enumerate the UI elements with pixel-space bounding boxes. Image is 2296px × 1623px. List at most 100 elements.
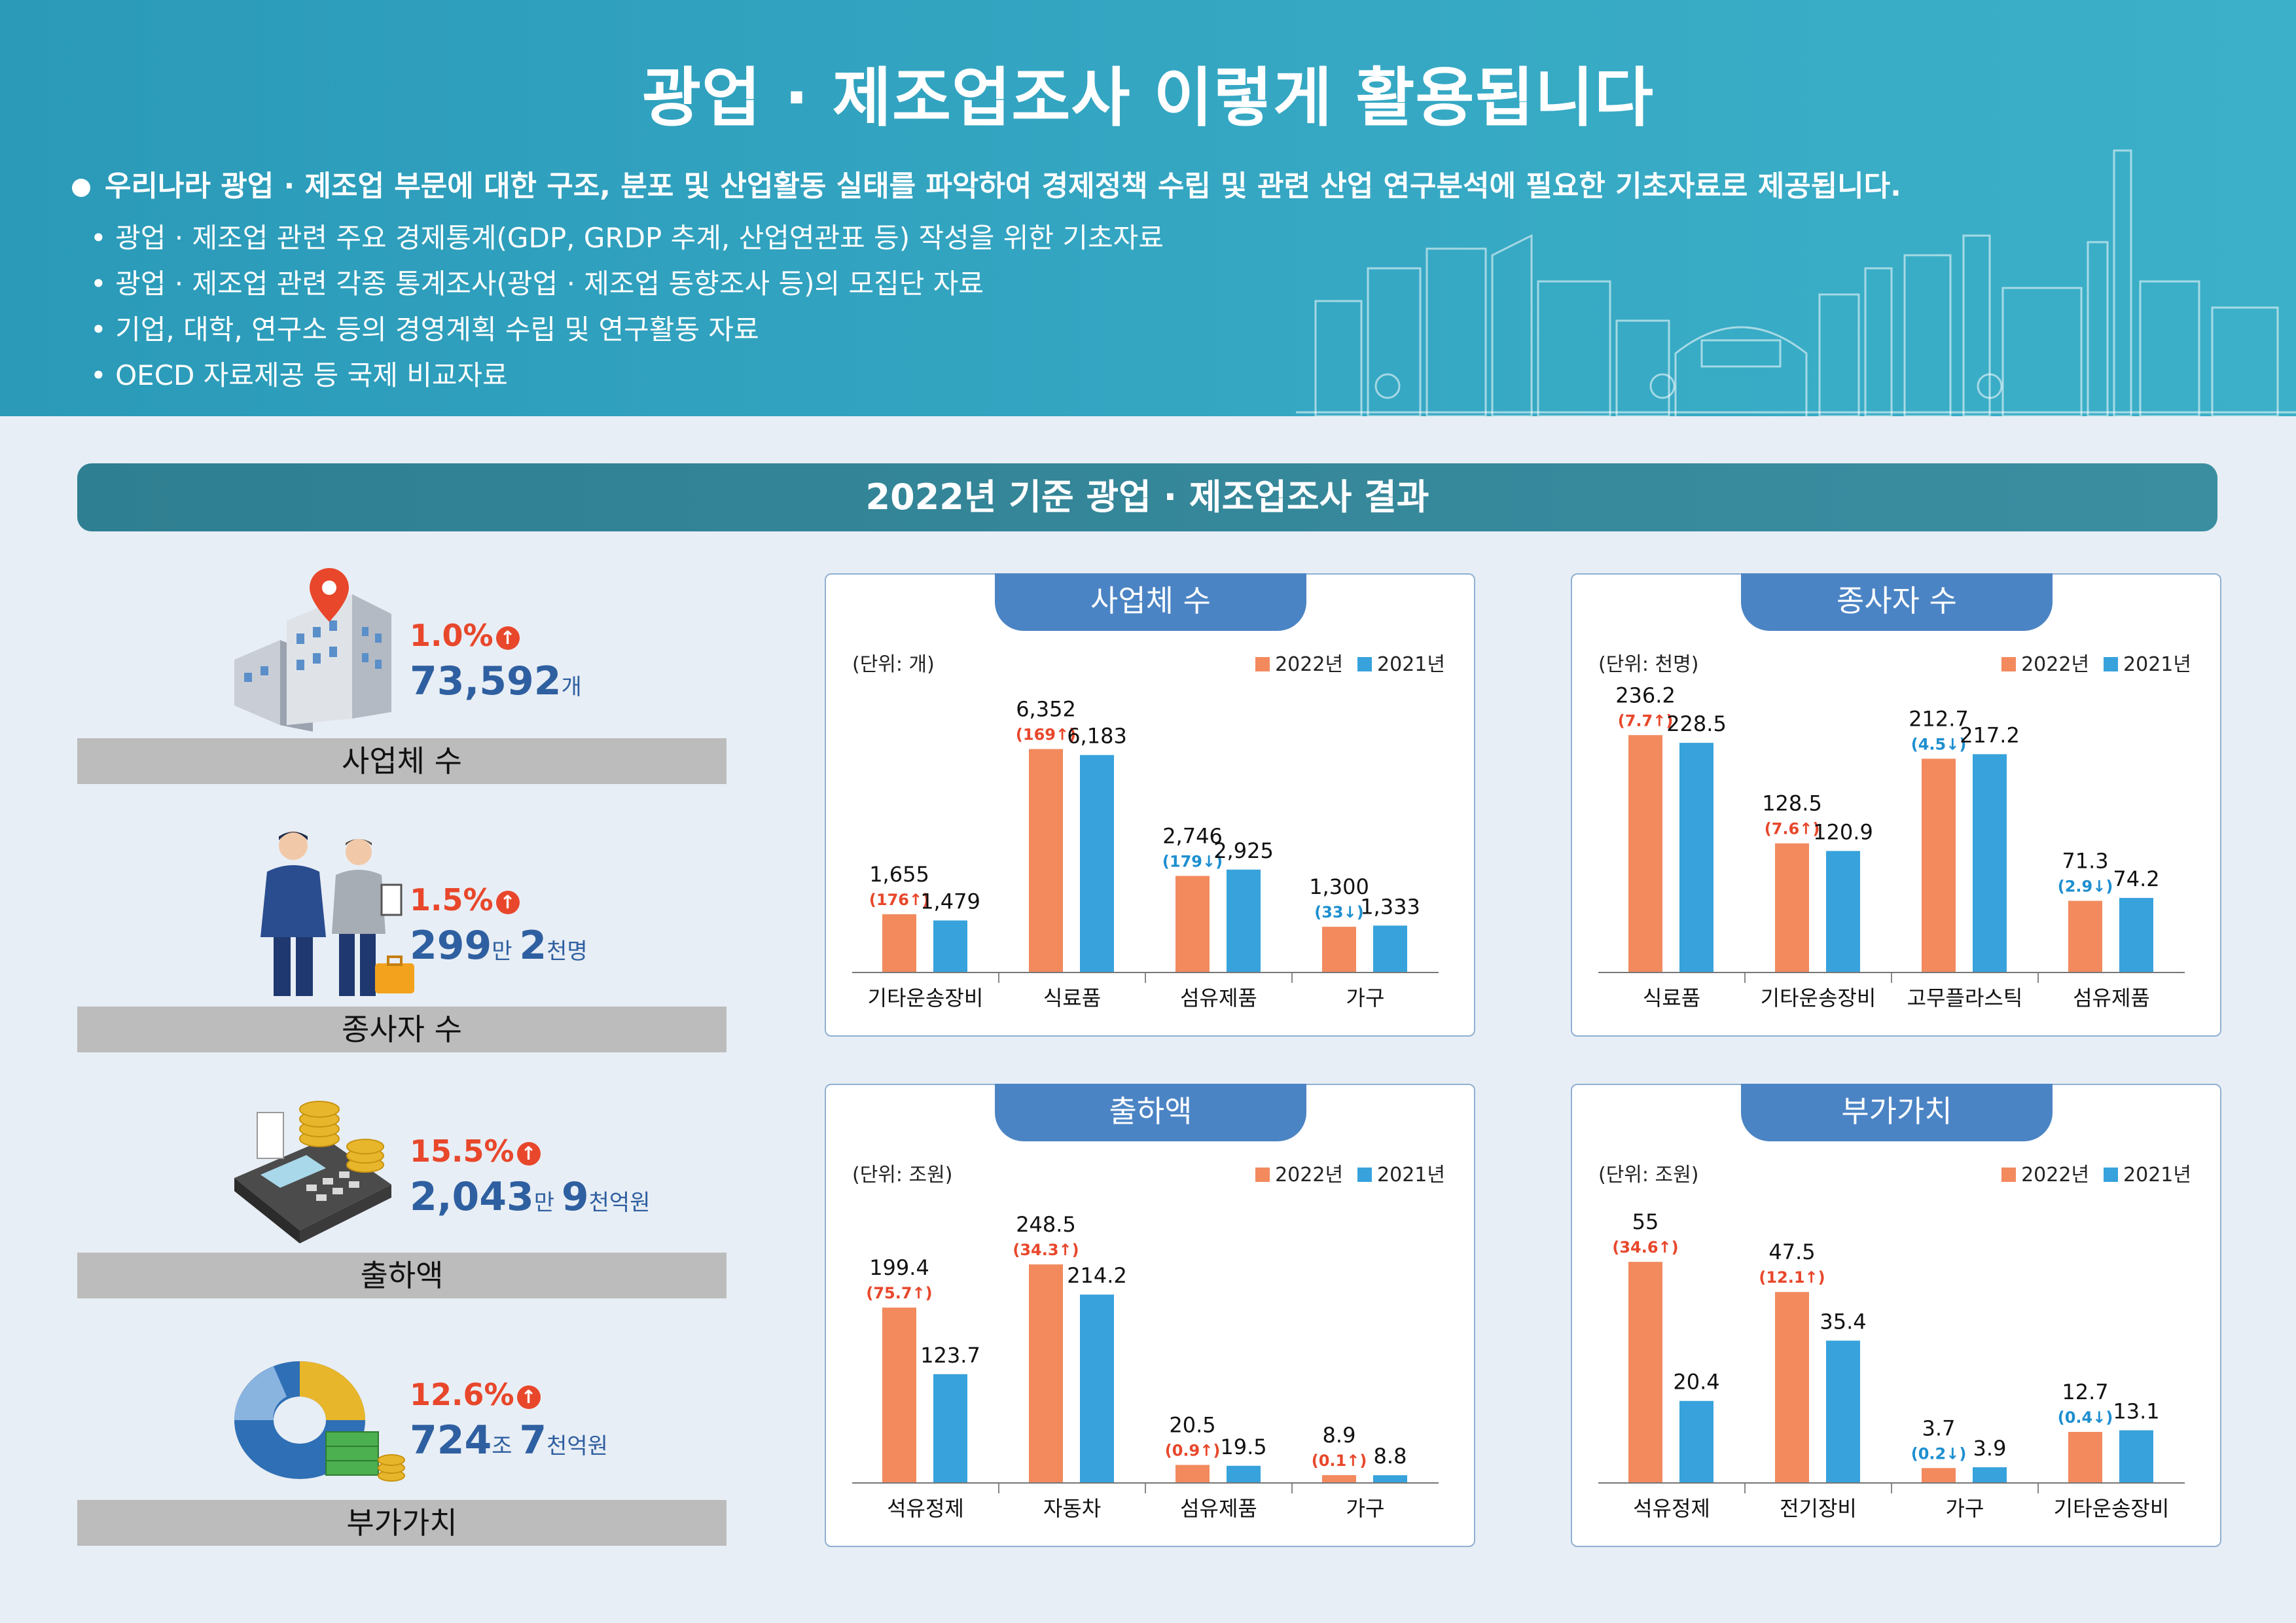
bar-value-label-2022-1: 6,352 [1016, 697, 1076, 722]
bar-2021-2 [1973, 754, 2007, 972]
category-label-0: 석유정제 [887, 1496, 964, 1521]
legend-swatch-2022 [2001, 1167, 2017, 1182]
main-bullet: 우리나라 광업 · 제조업 부문에 대한 구조, 분포 및 산업활동 실태를 파… [72, 162, 1901, 204]
metric-label: 종사자 수 [77, 1007, 726, 1052]
bar-2021-0 [933, 1374, 967, 1483]
bar-change-label-0: (75.7↑) [866, 1284, 932, 1302]
bar-value-label-2021-2: 3.9 [1973, 1436, 2007, 1461]
bar-2022-2 [1922, 758, 1956, 972]
bar-value-label-2021-1: 120.9 [1813, 819, 1873, 844]
chart-panel-value-added: (34.6↑) 55 20.4 석유정제 (12.1↑) 47.5 35.4 전기장비 (0.2… [1571, 1084, 2221, 1547]
bar-2022-1 [1029, 749, 1063, 972]
header-banner: 광업 · 제조업조사 이렇게 활용됩니다 우리나라 광업 · 제조업 부문에 대… [0, 0, 2296, 416]
bar-chart-shipments: (75.7↑) 199.4 123.7 석유정제 (34.3↑) 248.5 214.2 자동… [852, 1212, 1439, 1521]
metric-label: 사업체 수 [77, 738, 726, 784]
cash-register-icon [234, 1101, 391, 1243]
chart-unit: (단위: 조원) [1598, 1164, 1699, 1186]
metric-employees: 1.5% ↑ 299만 2천명 종사자 수 [77, 826, 726, 1055]
bar-value-label-2022-3: 71.3 [2062, 849, 2108, 874]
bar-2022-1 [1775, 1292, 1809, 1483]
building-location-icon [234, 568, 391, 732]
bar-value-label-2021-3: 74.2 [2113, 866, 2159, 891]
metric-label: 출하액 [77, 1253, 726, 1298]
category-label-1: 식료품 [1043, 986, 1101, 1010]
category-label-3: 가구 [1346, 986, 1385, 1010]
pie-money-icon [234, 1361, 405, 1482]
bar-change-label-1: (169↑) [1016, 726, 1076, 744]
bar-value-label-2021-3: 1,333 [1360, 894, 1420, 919]
category-label-2: 고무플라스틱 [1907, 986, 2023, 1010]
bar-2022-1 [1775, 843, 1809, 972]
bar-chart-value-added: (34.6↑) 55 20.4 석유정제 (12.1↑) 47.5 35.4 전기장비 (0.2… [1598, 1209, 2185, 1521]
chart-unit: (단위: 개) [852, 653, 935, 676]
bar-value-label-2021-0: 1,479 [920, 889, 980, 914]
bar-change-label-2: (0.2↓) [1911, 1444, 1967, 1463]
bar-2021-2 [1227, 869, 1261, 972]
metric-establishments: 1.0% ↑ 73,592개 사업체 수 [77, 568, 726, 784]
bar-change-label-0: (7.7↑) [1618, 711, 1674, 730]
bar-change-label-0: (34.6↑) [1612, 1238, 1678, 1257]
bar-value-label-2022-2: 20.5 [1169, 1412, 1215, 1437]
bar-2021-3 [2119, 898, 2153, 972]
chart-title: 사업체 수 [995, 573, 1306, 631]
bar-change-label-3: (0.1↑) [1312, 1452, 1367, 1470]
sub-bullet-2: • 광업 · 제조업 관련 각종 통계조사(광업 · 제조업 동향조사 등)의 … [90, 268, 984, 300]
sub-bullet-3: • 기업, 대학, 연구소 등의 경영계획 수립 및 연구활동 자료 [90, 313, 759, 346]
metric-pct: 15.5% ↑ [410, 1133, 541, 1169]
bar-value-label-2022-2: 3.7 [1922, 1416, 1956, 1440]
bar-change-label-1: (34.3↑) [1013, 1241, 1079, 1259]
bar-value-label-2022-0: 1,655 [869, 862, 929, 887]
page-title: 광업 · 제조업조사 이렇게 활용됩니다 [641, 61, 1655, 135]
metric-value-added: 12.6% ↑ 724조 7천억원 부가가치 [77, 1348, 726, 1551]
chart-legend: 2022년 2021년 [1987, 648, 2191, 677]
bar-value-label-2021-1: 35.4 [1820, 1310, 1866, 1334]
bar-2021-2 [1227, 1465, 1261, 1483]
bar-2022-2 [1922, 1468, 1956, 1483]
bar-2021-2 [1973, 1467, 2007, 1483]
bar-value-label-2022-2: 212.7 [1909, 706, 1969, 731]
category-label-2: 섬유제품 [1180, 1496, 1257, 1521]
metric-value: 724조 7천억원 [410, 1418, 608, 1463]
metric-value: 2,043만 9천억원 [410, 1174, 651, 1220]
chart-legend: 2022년 2021년 [1241, 648, 1445, 677]
bar-change-label-2: (179↓) [1162, 852, 1223, 870]
arrow-up-icon: ↑ [516, 1141, 541, 1166]
bar-2022-3 [2068, 1431, 2102, 1483]
bar-change-label-1: (12.1↑) [1759, 1268, 1825, 1287]
bar-change-label-1: (7.6↑) [1765, 820, 1820, 838]
metric-pct: 1.0% ↑ [410, 618, 520, 653]
bar-2022-3 [1322, 1475, 1356, 1483]
category-label-3: 기타운송장비 [2054, 1496, 2170, 1521]
bar-2022-2 [1175, 1465, 1210, 1483]
bar-2022-0 [1628, 1262, 1662, 1483]
category-label-1: 전기장비 [1780, 1496, 1857, 1521]
bar-value-label-2022-1: 248.5 [1016, 1212, 1076, 1237]
bar-2021-1 [1826, 851, 1860, 972]
arrow-up-icon: ↑ [495, 626, 520, 650]
category-label-3: 섬유제품 [2073, 986, 2150, 1010]
bar-2021-3 [1373, 925, 1407, 972]
category-label-3: 가구 [1346, 1496, 1385, 1521]
bar-value-label-2022-3: 12.7 [2062, 1380, 2108, 1404]
bar-value-label-2022-3: 8.9 [1323, 1423, 1356, 1448]
bar-value-label-2022-0: 199.4 [869, 1255, 929, 1280]
legend-swatch-2022 [2001, 656, 2017, 671]
bar-value-label-2022-3: 1,300 [1309, 874, 1369, 899]
bar-2021-1 [1080, 755, 1114, 972]
metric-shipments: 15.5% ↑ 2,043만 9천억원 출하액 [77, 1099, 726, 1302]
bar-2021-1 [1080, 1294, 1114, 1483]
category-label-0: 기타운송장비 [868, 986, 984, 1010]
bar-value-label-2021-0: 228.5 [1666, 711, 1727, 736]
legend-swatch-2022 [1255, 1167, 1270, 1182]
chart-panel-establishments: (176↑) 1,655 1,479 기타운송장비 (169↑) 6,352 6,183 식료… [825, 573, 1475, 1037]
bar-value-label-2021-0: 123.7 [920, 1343, 980, 1368]
bar-value-label-2021-1: 214.2 [1067, 1263, 1127, 1288]
category-label-0: 식료품 [1643, 986, 1700, 1010]
bar-value-label-2022-0: 55 [1632, 1209, 1659, 1234]
bar-2022-0 [1628, 735, 1662, 972]
sub-bullet-1: • 광업 · 제조업 관련 주요 경제통계(GDP, GRDP 추계, 산업연관… [90, 222, 1164, 254]
metric-label: 부가가치 [77, 1500, 726, 1546]
chart-unit: (단위: 천명) [1598, 653, 1699, 676]
bar-value-label-2022-0: 236.2 [1615, 683, 1676, 707]
